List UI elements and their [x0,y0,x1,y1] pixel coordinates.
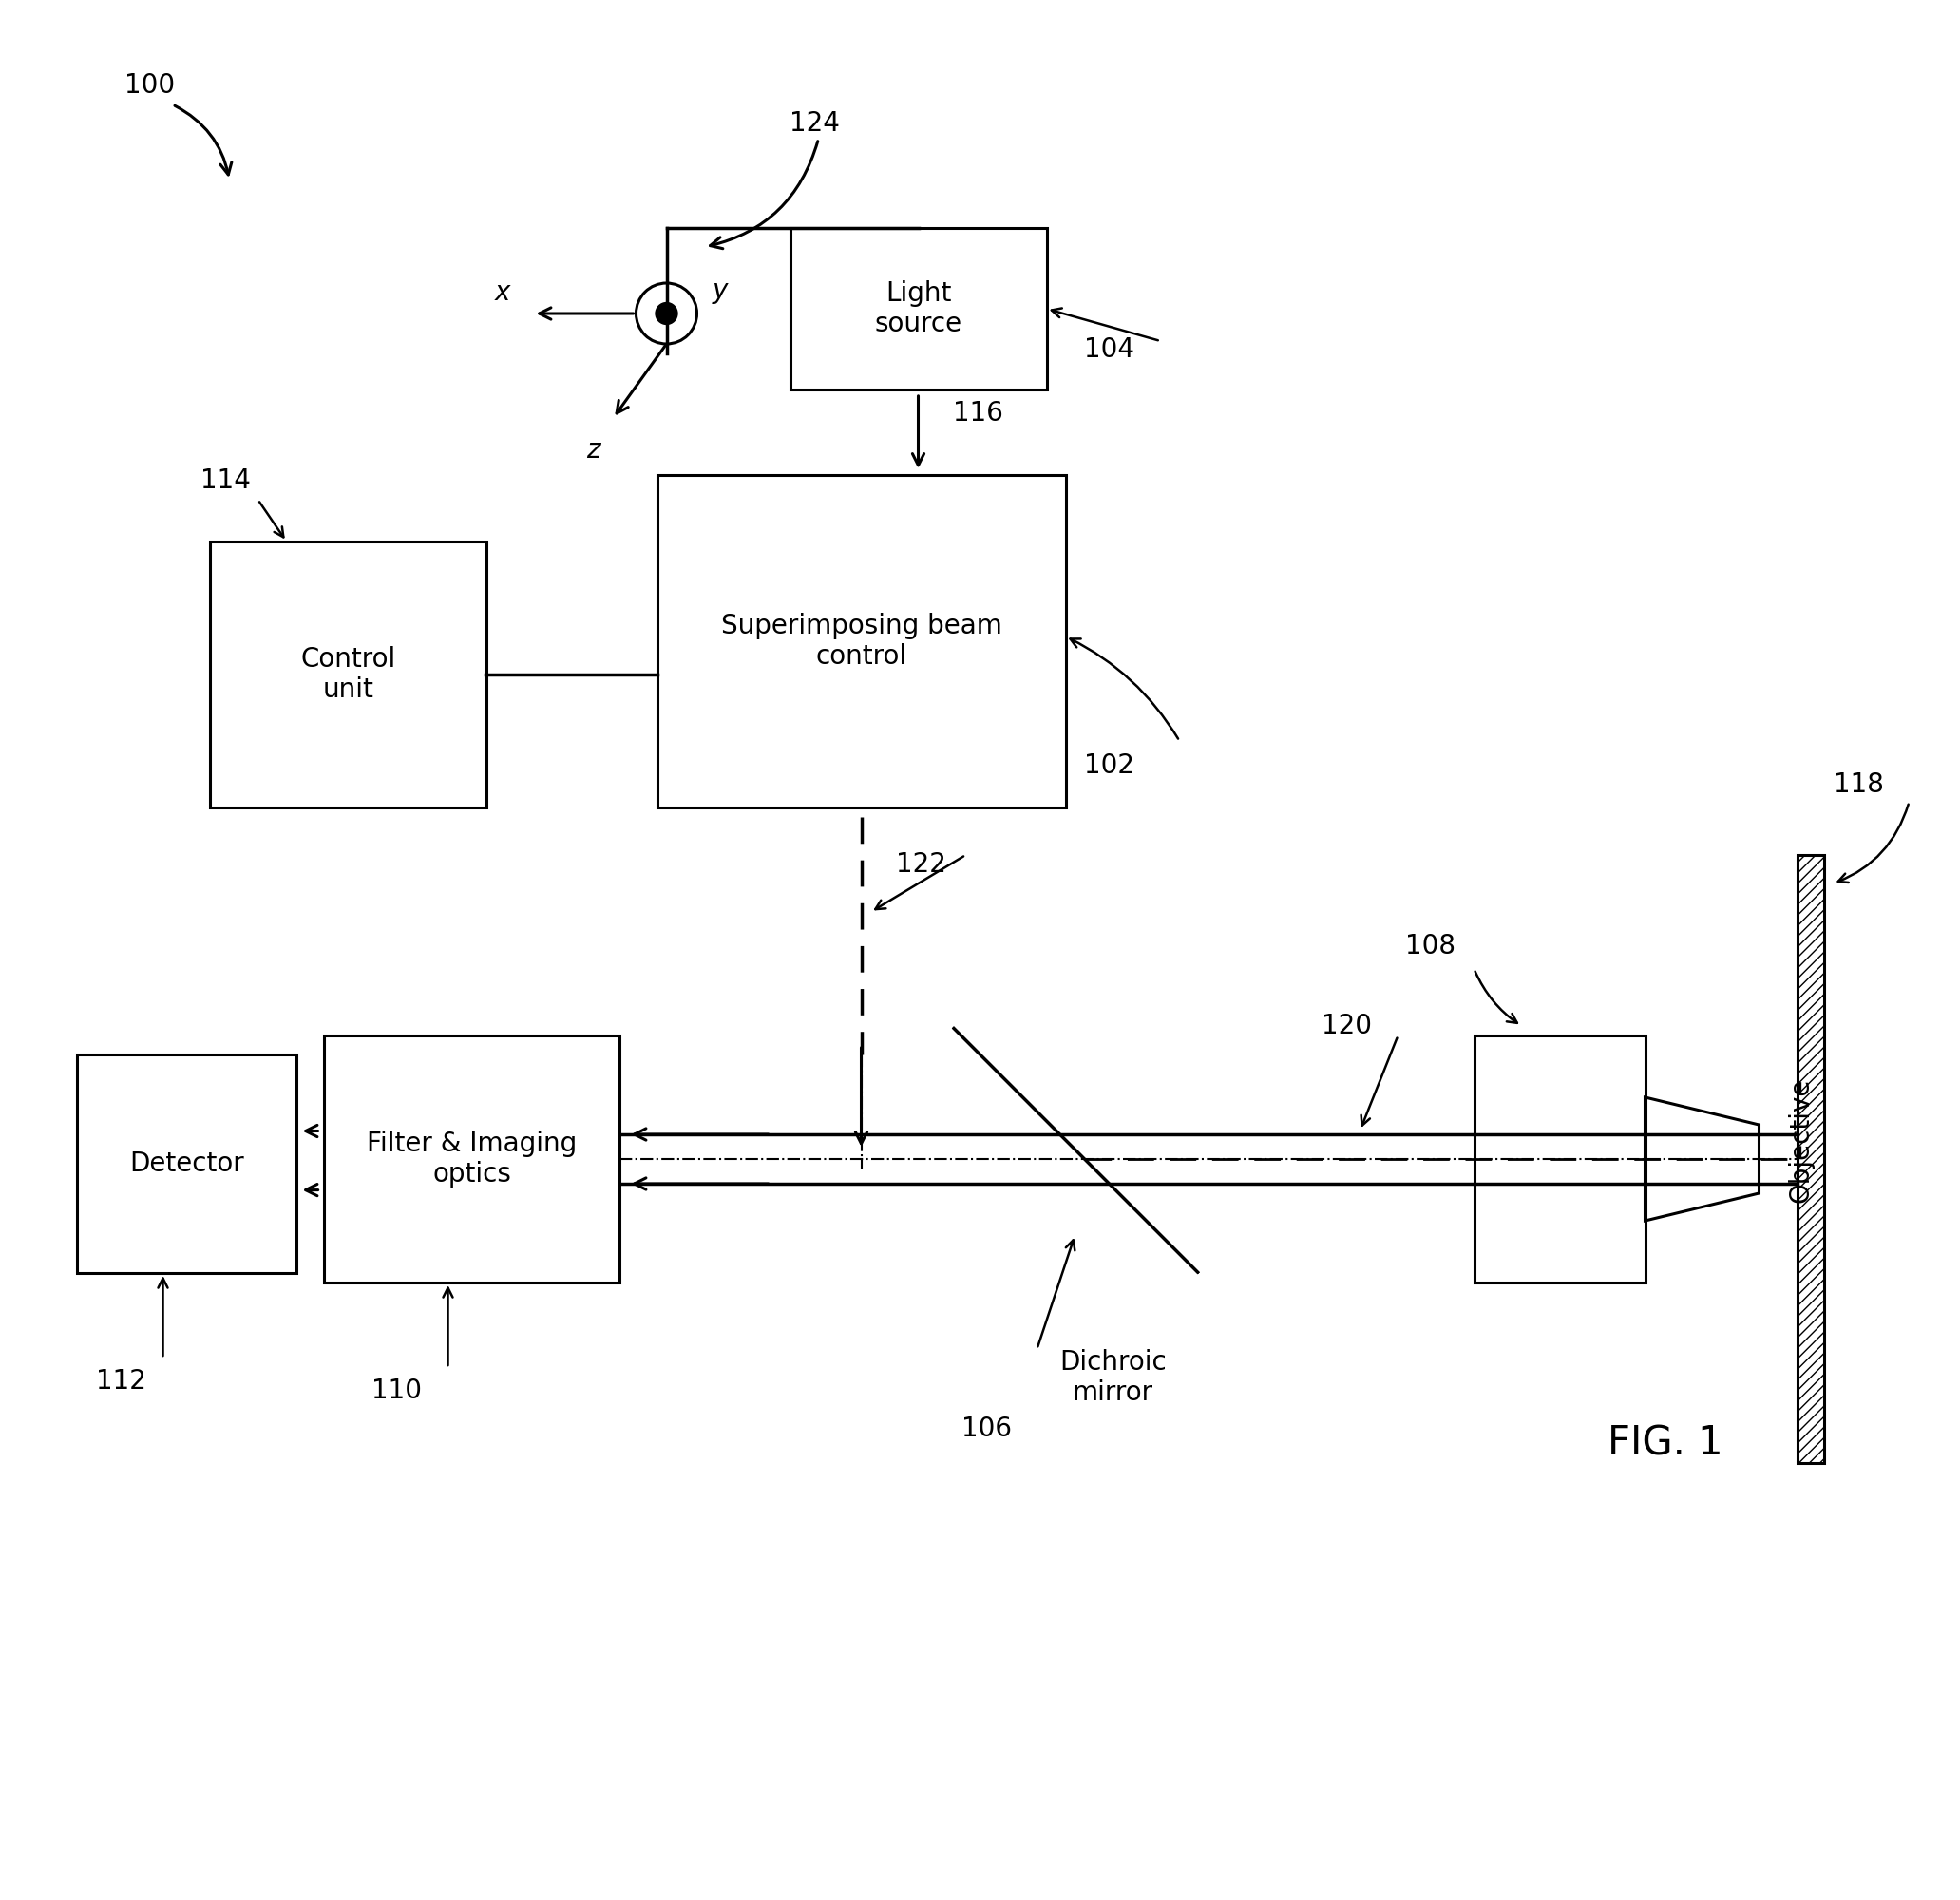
Bar [657,475,1066,808]
FancyArrowPatch shape [1476,971,1517,1022]
Bar [210,542,486,808]
Text: Detector: Detector [129,1150,245,1176]
FancyArrowPatch shape [159,1279,169,1357]
Bar [325,1036,619,1282]
Text: FIG. 1: FIG. 1 [1607,1425,1723,1463]
FancyArrowPatch shape [443,1288,453,1366]
FancyArrowPatch shape [259,502,284,538]
Text: 104: 104 [1084,336,1135,363]
Text: 100: 100 [125,72,174,99]
Text: Control
unit: Control unit [300,646,396,703]
Circle shape [655,302,678,325]
Text: z: z [586,437,600,464]
Text: 108: 108 [1405,933,1454,960]
Text: 122: 122 [896,851,945,878]
Text: Dichroic
mirror: Dichroic mirror [1060,1349,1166,1406]
Text: x: x [496,279,512,306]
FancyArrowPatch shape [876,857,964,910]
Text: 114: 114 [202,467,251,494]
Bar [78,1054,296,1273]
Text: 102: 102 [1084,752,1135,779]
Bar [790,228,1047,390]
FancyArrowPatch shape [1070,638,1178,739]
Bar [1474,1036,1644,1282]
Text: 120: 120 [1323,1013,1372,1039]
Text: Filter & Imaging
optics: Filter & Imaging optics [367,1130,576,1188]
Text: Light
source: Light source [874,279,962,338]
Text: 118: 118 [1833,771,1884,798]
Polygon shape [1797,855,1823,1463]
FancyArrowPatch shape [1039,1241,1074,1347]
Text: Objective: Objective [1788,1077,1815,1203]
FancyArrowPatch shape [1053,308,1158,340]
Text: 110: 110 [372,1378,421,1404]
Text: 116: 116 [953,401,1004,428]
FancyArrowPatch shape [1838,804,1909,882]
FancyArrowPatch shape [174,106,231,175]
Text: 112: 112 [96,1368,147,1395]
FancyArrowPatch shape [1360,1037,1397,1125]
Polygon shape [953,1028,1200,1273]
Text: y: y [711,277,727,304]
FancyArrowPatch shape [710,141,817,249]
Text: 106: 106 [960,1416,1011,1442]
Text: Superimposing beam
control: Superimposing beam control [721,612,1002,671]
Text: 124: 124 [790,110,841,137]
